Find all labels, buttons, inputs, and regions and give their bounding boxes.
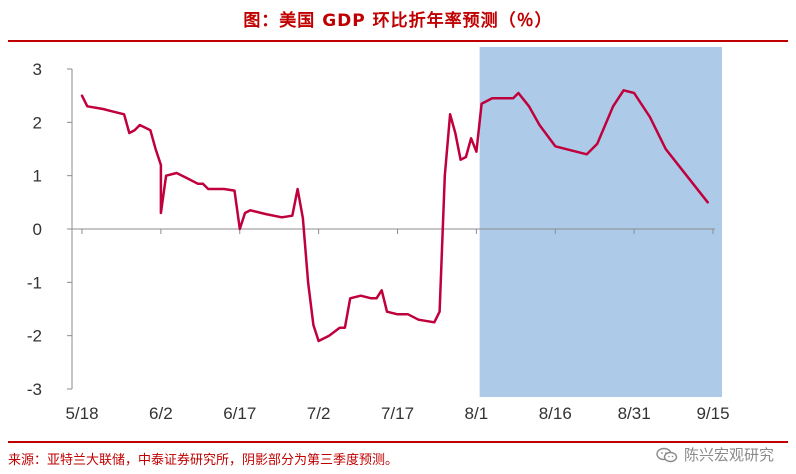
watermark-text: 陈兴宏观研究 (683, 446, 774, 464)
x-tick-label: 8/16 (539, 404, 572, 423)
x-tick-label: 7/2 (307, 404, 331, 423)
y-tick-label: -2 (27, 327, 42, 346)
y-tick-label: 2 (33, 113, 42, 132)
series-line-gdp-forecast (80, 89, 709, 343)
y-axis: 3 2 1 0 -1 -2 -3 (27, 60, 73, 399)
x-tick-label: 8/1 (465, 404, 489, 423)
forecast-shaded-region (479, 47, 722, 397)
y-tick-label: -1 (27, 273, 42, 292)
x-tick-label: 6/17 (223, 404, 256, 423)
title-divider (8, 40, 788, 42)
x-tick-label: 7/17 (381, 404, 414, 423)
wechat-icon (656, 447, 678, 463)
x-tick-label: 9/15 (696, 404, 729, 423)
x-axis: 5/18 6/2 6/17 7/2 7/17 8/1 8/16 8/31 9/15 (65, 228, 730, 423)
y-tick-label: -3 (27, 380, 42, 399)
chart-title: 图：美国 GDP 环比折年率预测（％） (243, 11, 553, 31)
x-tick-label: 6/2 (149, 404, 173, 423)
x-tick-label: 5/18 (65, 404, 98, 423)
x-tick-label: 8/31 (618, 404, 651, 423)
y-tick-label: 3 (33, 60, 42, 79)
y-tick-label: 0 (33, 220, 42, 239)
y-tick-label: 1 (33, 167, 42, 186)
footer-divider (8, 441, 788, 443)
source-note: 来源：亚特兰大联储，中泰证券研究所，阴影部分为第三季度预测。 (8, 453, 399, 468)
watermark: 陈兴宏观研究 (656, 444, 774, 465)
